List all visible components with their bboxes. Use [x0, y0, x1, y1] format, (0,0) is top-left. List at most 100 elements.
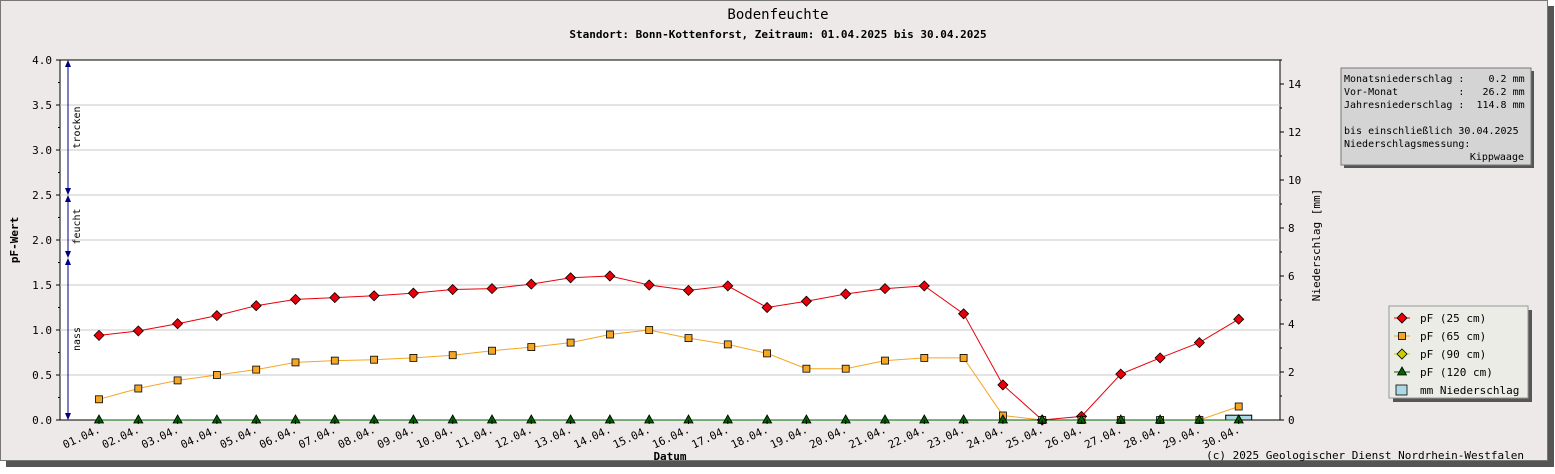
info-line: Niederschlagsmessung:	[1344, 139, 1470, 150]
y-tick-label: 1.0	[32, 324, 52, 337]
zone-arrow-down	[65, 188, 71, 195]
y2-tick-label: 2	[1288, 366, 1295, 379]
data-point	[802, 364, 811, 373]
info-line: Jahresniederschlag : 114.8 mm	[1344, 100, 1525, 111]
data-point	[566, 338, 575, 347]
data-point	[841, 364, 850, 373]
y2-axis-label: Niederschlag [mm]	[1310, 189, 1323, 302]
data-point	[763, 349, 771, 358]
zone-arrow-up	[65, 195, 71, 202]
y-tick-label: 2.5	[32, 189, 52, 202]
data-point	[643, 279, 655, 291]
legend-marker	[1396, 366, 1408, 376]
y-tick-label: 3.5	[32, 99, 52, 112]
y-axis-ticks: 0.0 0.5 1.0 1.5 2.0 2.5 3.0 3.5 4.0	[32, 54, 60, 427]
chart-title: Bodenfeuchte	[727, 7, 828, 23]
data-point	[604, 270, 616, 282]
info-line: Kippwaage	[1470, 152, 1524, 163]
legend-label: pF (65 cm)	[1420, 330, 1486, 343]
zone-label: feucht	[72, 208, 83, 244]
y-tick-label: 3.0	[32, 144, 52, 157]
zone-arrow-down	[65, 251, 71, 258]
data-point	[840, 288, 852, 300]
data-point	[368, 290, 380, 302]
data-point	[1233, 313, 1245, 325]
data-point	[173, 376, 182, 385]
data-point	[1154, 352, 1166, 364]
data-point	[1115, 368, 1127, 380]
data-point	[918, 280, 930, 292]
data-point	[682, 284, 695, 296]
y2-tick-label: 4	[1288, 318, 1295, 331]
zone-label: trocken	[72, 106, 83, 148]
data-point	[958, 308, 970, 320]
data-point	[329, 292, 341, 304]
chart-subtitle: Standort: Bonn-Kottenforst, Zeitraum: 01…	[569, 28, 986, 41]
data-point	[881, 356, 889, 365]
data-point	[606, 330, 614, 339]
data-point	[722, 280, 734, 292]
y-tick-label: 1.5	[32, 279, 52, 292]
data-point	[645, 326, 654, 334]
data-point	[211, 310, 223, 322]
zone-arrow-up	[65, 258, 71, 265]
info-line: Vor-Monat : 26.2 mm	[1344, 87, 1525, 98]
data-point	[250, 300, 262, 312]
y2-tick-label: 8	[1288, 222, 1295, 235]
data-point	[132, 325, 144, 337]
legend: pF (25 cm) pF (65 cm) pF (90 cm) pF (120 cm…	[1388, 305, 1532, 402]
info-line: bis einschließlich 30.04.2025	[1344, 126, 1519, 137]
zone-arrow-down	[65, 413, 71, 420]
data-point	[134, 384, 143, 393]
y2-axis-ticks: 0 2 4 6 8 10 12 14	[1280, 59, 1302, 427]
data-point	[370, 355, 379, 364]
moisture-zones: trocken feucht nass	[65, 60, 83, 420]
legend-label: mm Niederschlag	[1420, 384, 1519, 397]
data-point	[1193, 337, 1205, 349]
data-point	[997, 379, 1009, 391]
series-lines	[98, 275, 1239, 421]
data-point	[330, 356, 339, 365]
legend-label: pF (120 cm)	[1420, 366, 1493, 379]
data-point	[448, 351, 457, 360]
y-tick-label: 2.0	[32, 234, 52, 247]
zone-label: nass	[72, 327, 83, 351]
data-point	[409, 353, 418, 362]
data-point	[565, 272, 577, 284]
y-axis-label: pF-Wert	[8, 217, 21, 263]
data-point	[525, 278, 537, 290]
copyright: (c) 2025 Geologischer Dienst Nordrhein-W…	[1206, 449, 1524, 462]
data-point	[93, 329, 105, 341]
data-point	[447, 283, 459, 296]
x-axis-label: Datum	[653, 450, 686, 463]
y-tick-label: 0.0	[32, 414, 52, 427]
y2-tick-label: 6	[1288, 270, 1295, 283]
data-point	[879, 283, 891, 295]
data-point	[800, 295, 812, 307]
y-tick-label: 0.5	[32, 369, 52, 382]
legend-marker	[1398, 332, 1406, 340]
data-point	[1234, 402, 1243, 411]
data-point	[723, 340, 732, 349]
data-point	[252, 365, 261, 374]
zone-arrow-up	[65, 60, 71, 67]
data-point	[212, 371, 221, 379]
data-point	[486, 283, 498, 295]
data-point	[684, 334, 693, 343]
data-point	[488, 346, 496, 355]
data-point	[920, 353, 929, 362]
data-point	[407, 287, 419, 299]
legend-marker	[1396, 312, 1408, 324]
data-point	[289, 293, 302, 305]
y2-tick-label: 0	[1288, 414, 1295, 427]
legend-swatch	[1395, 384, 1408, 396]
series-markers	[93, 270, 1245, 426]
y2-tick-label: 12	[1288, 126, 1301, 139]
legend-label: pF (90 cm)	[1420, 348, 1486, 361]
data-point	[527, 343, 536, 352]
y2-tick-label: 14	[1288, 78, 1302, 91]
data-point	[172, 318, 184, 330]
y-tick-label: 4.0	[32, 54, 52, 67]
